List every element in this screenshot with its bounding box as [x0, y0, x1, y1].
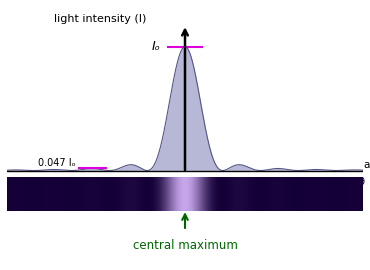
- Text: +θ: +θ: [351, 177, 366, 187]
- Text: θ₁: θ₁: [236, 177, 247, 187]
- Text: θ₂: θ₂: [274, 177, 285, 187]
- Text: Iₒ: Iₒ: [152, 40, 161, 53]
- Text: θ₃: θ₃: [312, 177, 323, 187]
- Text: 0: 0: [182, 177, 188, 187]
- Text: -θ: -θ: [6, 177, 16, 187]
- Text: angular position: angular position: [364, 160, 370, 170]
- Text: light intensity (I): light intensity (I): [54, 14, 146, 24]
- Text: central maximum: central maximum: [132, 239, 238, 252]
- Text: 0.047 Iₒ: 0.047 Iₒ: [38, 158, 75, 168]
